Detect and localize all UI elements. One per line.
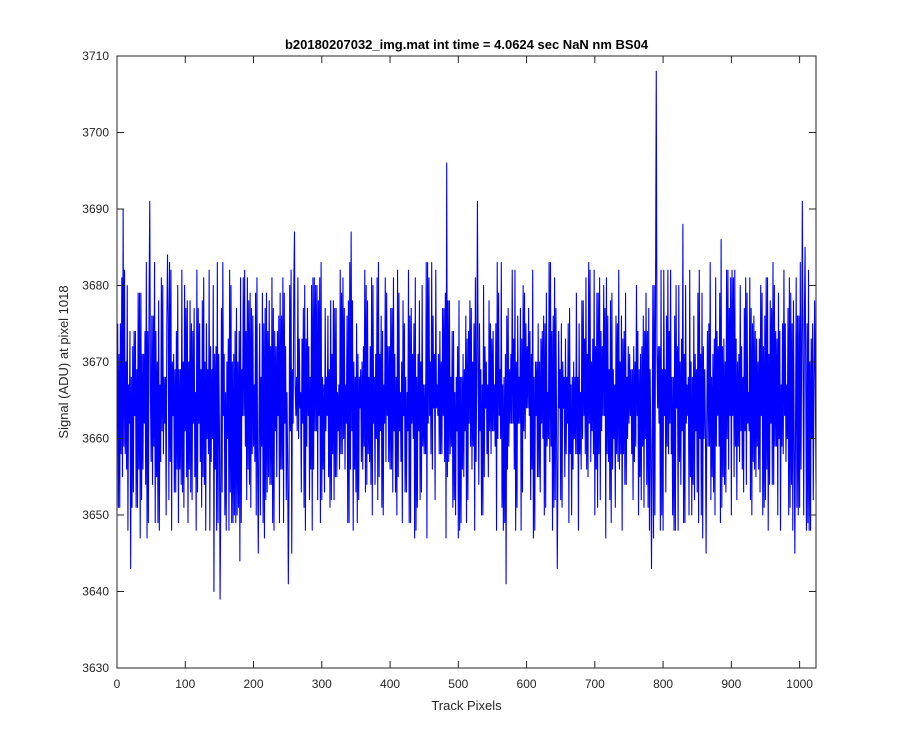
x-tick-label: 100 bbox=[175, 677, 195, 691]
x-tick-label: 1000 bbox=[786, 677, 813, 691]
chart-title: b20180207032_img.mat int time = 4.0624 s… bbox=[285, 37, 649, 52]
x-tick-label: 200 bbox=[244, 677, 264, 691]
x-tick-label: 300 bbox=[312, 677, 332, 691]
ticks-layer: 0 100 200 300 400 500 600 700 800 900 1000 3630 3640… bbox=[82, 49, 816, 691]
y-axis-label: Signal (ADU) at pixel 1018 bbox=[56, 285, 71, 438]
y-tick-label: 3640 bbox=[82, 585, 109, 599]
y-tick-label: 3660 bbox=[82, 432, 109, 446]
y-tick-label: 3680 bbox=[82, 279, 109, 293]
y-tick-label: 3630 bbox=[82, 661, 109, 675]
y-tick-label: 3710 bbox=[82, 49, 109, 63]
x-axis-label: Track Pixels bbox=[431, 698, 502, 713]
x-tick-label: 500 bbox=[448, 677, 468, 691]
x-tick-label: 700 bbox=[585, 677, 605, 691]
x-tick-label: 900 bbox=[721, 677, 741, 691]
x-tick-label: 800 bbox=[653, 677, 673, 691]
x-tick-label: 600 bbox=[517, 677, 537, 691]
x-tick-label: 0 bbox=[114, 677, 121, 691]
y-tick-label: 3670 bbox=[82, 355, 109, 369]
y-tick-label: 3690 bbox=[82, 202, 109, 216]
series-layer bbox=[117, 70, 817, 600]
y-tick-label: 3650 bbox=[82, 508, 109, 522]
signal-series-line bbox=[117, 70, 817, 600]
y-tick-label: 3700 bbox=[82, 126, 109, 140]
x-tick-label: 400 bbox=[380, 677, 400, 691]
